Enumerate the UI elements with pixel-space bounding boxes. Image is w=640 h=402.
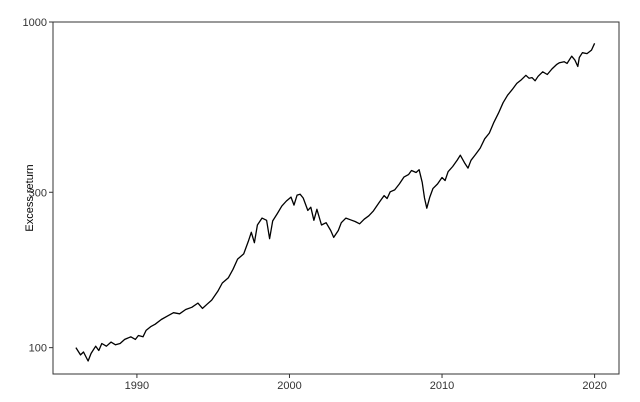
plot-panel-border	[52, 21, 620, 375]
y-tick-label: 1000	[23, 17, 47, 29]
series-layer	[75, 43, 596, 362]
x-tick-label: 2020	[582, 380, 606, 392]
y-axis: 100 300 1000	[23, 17, 53, 355]
excess-return-line	[75, 43, 596, 362]
y-axis-title: Excess return	[24, 164, 36, 231]
x-tick-label: 1990	[125, 380, 149, 392]
y-tick-label: 300	[29, 187, 47, 199]
x-tick-label: 2000	[277, 380, 301, 392]
y-tick-label: 100	[29, 343, 47, 355]
x-tick-label: 2010	[430, 380, 454, 392]
x-axis: 1990 2000 2010 2020	[125, 374, 607, 392]
